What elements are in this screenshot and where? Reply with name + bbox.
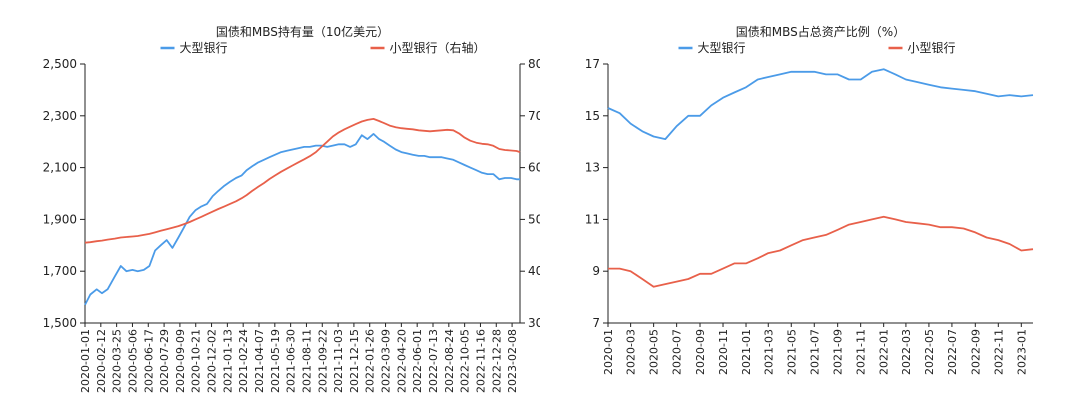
y-tick-label: 7 <box>592 316 600 330</box>
y-tick-label: 13 <box>585 161 600 175</box>
x-tick-label: 2020-01 <box>602 329 615 375</box>
x-tick-label: 2021-05-19 <box>269 329 282 393</box>
x-tick-label: 2020-09 <box>694 329 707 375</box>
chart-title: 国债和MBS持有量（10亿美元） <box>216 24 389 39</box>
y-tick-label: 15 <box>585 109 600 123</box>
x-tick-label: 2022-10-05 <box>459 329 472 393</box>
x-tick-label: 2021-02-24 <box>237 329 250 393</box>
x-tick-label: 2022-09 <box>969 329 982 375</box>
legend-label-1: 小型银行 <box>908 41 956 55</box>
x-tick-label: 2022-12-28 <box>490 329 503 393</box>
y2-tick-label: 700 <box>528 109 540 123</box>
x-tick-label: 2021-11 <box>855 329 868 375</box>
y2-tick-label: 800 <box>528 57 540 71</box>
x-tick-label: 2020-10-21 <box>190 329 203 393</box>
y2-tick-label: 300 <box>528 316 540 330</box>
x-tick-label: 2021-06-30 <box>285 329 298 393</box>
x-tick-label: 2022-07-13 <box>427 329 440 393</box>
x-tick-label: 2021-01 <box>740 329 753 375</box>
series-line-1 <box>84 118 521 244</box>
x-tick-label: 2021-04-07 <box>253 329 266 393</box>
x-tick-label: 2020-01-01 <box>79 329 92 393</box>
y-tick-label: 11 <box>585 212 600 226</box>
x-tick-label: 2020-05-06 <box>126 329 139 393</box>
y-tick-label: 17 <box>585 57 600 71</box>
x-tick-label: 2020-09-09 <box>174 329 187 393</box>
y2-tick-label: 400 <box>528 264 540 278</box>
series-line-0 <box>84 132 520 306</box>
x-tick-label: 2021-01-13 <box>221 329 234 393</box>
x-tick-label: 2020-03 <box>625 329 638 375</box>
chart-ratio: 国债和MBS占总资产比例（%） 大型银行 小型银行 7 9 11 13 15 17 2020-01… <box>585 24 1034 375</box>
x-tick-label: 2022-11-16 <box>474 329 487 393</box>
x-tick-label: 2021-07 <box>808 329 821 375</box>
x-tick-label: 2021-03 <box>762 329 775 375</box>
chart-title: 国债和MBS占总资产比例（%） <box>736 24 905 39</box>
x-tick-label: 2020-06-17 <box>142 329 155 393</box>
x-tick-label: 2020-05 <box>648 329 661 375</box>
legend-label-0: 大型银行 <box>698 41 746 55</box>
x-tick-label: 2022-04-20 <box>395 329 408 393</box>
x-tick-label: 2021-05 <box>785 329 798 375</box>
series-line-1 <box>608 215 1034 288</box>
x-tick-label: 2020-03-25 <box>111 329 124 393</box>
y-tick-label: 2,100 <box>43 161 77 175</box>
x-tick-label: 2022-01-26 <box>364 329 377 393</box>
y-tick-label: 1,700 <box>43 264 77 278</box>
x-tick-label: 2020-11 <box>717 329 730 375</box>
chart-holdings: 国债和MBS持有量（10亿美元） 大型银行 小型银行（右轴） 1,500 1,700 1,… <box>43 24 540 393</box>
x-tick-label: 2022-06-01 <box>411 329 424 393</box>
y-tick-label: 1,500 <box>43 316 77 330</box>
y-tick-label: 2,500 <box>43 57 77 71</box>
x-tick-label: 2023-01 <box>1015 329 1028 375</box>
y-tick-label: 1,900 <box>43 212 77 226</box>
x-tick-label: 2021-11-03 <box>332 329 345 393</box>
x-tick-label: 2022-01 <box>878 329 891 375</box>
x-tick-label: 2021-09-22 <box>316 329 329 393</box>
x-tick-label: 2023-02-08 <box>506 329 519 393</box>
y2-tick-label: 500 <box>528 212 540 226</box>
y-tick-label: 2,300 <box>43 109 77 123</box>
x-tick-label: 2021-09 <box>832 329 845 375</box>
legend-label-1: 小型银行（右轴） <box>390 40 486 55</box>
x-tick-label: 2021-08-11 <box>300 329 313 393</box>
x-tick-label: 2022-03-09 <box>380 329 393 393</box>
x-tick-label: 2022-11 <box>992 329 1005 375</box>
legend-label-0: 大型银行 <box>180 41 228 55</box>
y-tick-label: 9 <box>592 264 600 278</box>
series-line-0 <box>607 68 1034 141</box>
x-tick-label: 2022-05 <box>923 329 936 375</box>
x-tick-label: 2022-03 <box>900 329 913 375</box>
x-tick-label: 2020-07 <box>671 329 684 375</box>
x-tick-label: 2020-02-12 <box>95 329 108 393</box>
x-tick-label: 2020-12-02 <box>206 329 219 393</box>
y2-tick-label: 600 <box>528 161 540 175</box>
x-tick-label: 2022-08-24 <box>443 329 456 393</box>
x-tick-label: 2020-07-29 <box>158 329 171 393</box>
x-tick-label: 2021-12-15 <box>348 329 361 393</box>
x-tick-label: 2022-07 <box>946 329 959 375</box>
